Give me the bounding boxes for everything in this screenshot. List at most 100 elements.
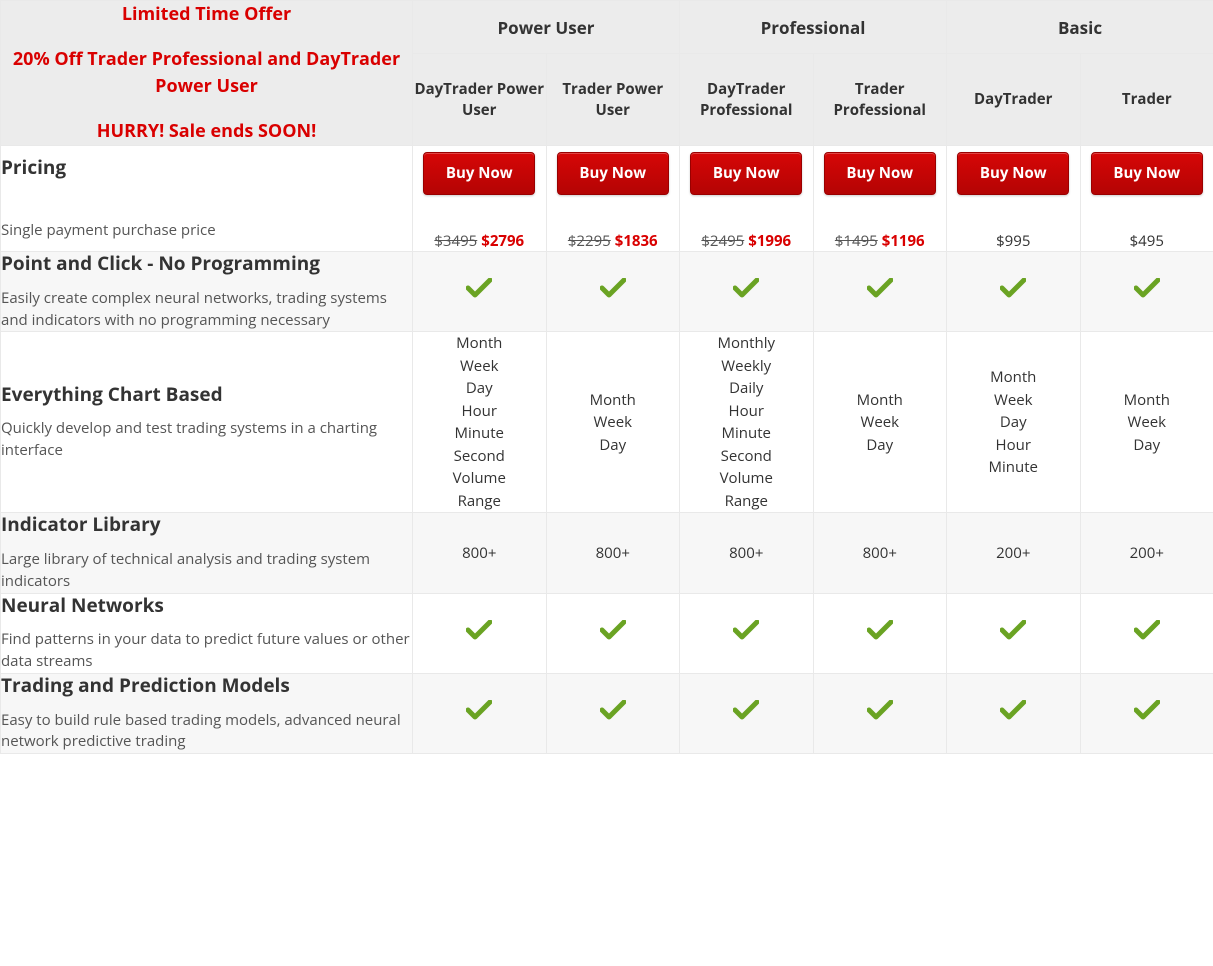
- interval-item: Hour: [947, 434, 1080, 457]
- interval-item: Minute: [413, 422, 546, 445]
- pricing-title: Pricing: [1, 156, 412, 180]
- feature-subtitle: Large library of technical analysis and …: [1, 549, 412, 593]
- feature-subtitle: Quickly develop and test trading systems…: [1, 418, 412, 462]
- feature-title: Trading and Prediction Models: [1, 674, 412, 698]
- feature-value-cell: [1080, 593, 1213, 673]
- feature-value-cell: [813, 593, 947, 673]
- interval-item: Week: [947, 389, 1080, 412]
- feature-value-cell: [813, 252, 947, 332]
- price-cell-daytrader-power-user: Buy Now $3495$2796: [413, 146, 547, 252]
- feature-value-cell: [947, 593, 1081, 673]
- pricing-label-cell: Pricing Single payment purchase price: [1, 146, 413, 252]
- feature-row-point_click: Point and Click - No ProgrammingEasily c…: [1, 252, 1213, 332]
- price-cell-trader-power-user: Buy Now $2295$1836: [546, 146, 680, 252]
- interval-item: Weekly: [680, 355, 813, 378]
- buy-now-button[interactable]: Buy Now: [1091, 152, 1203, 195]
- interval-item: Minute: [680, 422, 813, 445]
- buy-now-button[interactable]: Buy Now: [557, 152, 669, 195]
- feature-subtitle: Easy to build rule based trading models,…: [1, 710, 412, 754]
- interval-item: Week: [413, 355, 546, 378]
- interval-item: Day: [413, 377, 546, 400]
- price: $995: [996, 231, 1030, 251]
- price-new: $2796: [481, 231, 524, 251]
- check-icon: [1000, 700, 1026, 720]
- price-new: $1836: [615, 231, 658, 251]
- feature-value-cell: MonthWeekDayHourMinuteSecondVolumeRange: [413, 332, 547, 513]
- check-icon: [867, 278, 893, 298]
- buy-now-button[interactable]: Buy Now: [423, 152, 535, 195]
- limited-offer-cell: Limited Time Offer 20% Off Trader Profes…: [1, 1, 413, 146]
- check-icon: [466, 620, 492, 640]
- feature-value-cell: [546, 673, 680, 753]
- check-icon: [733, 700, 759, 720]
- feature-row-neural_nets: Neural Networks Find patterns in your dat…: [1, 593, 1213, 673]
- check-icon: [466, 278, 492, 298]
- feature-value-cell: MonthWeekDay: [546, 332, 680, 513]
- feature-value-cell: [947, 252, 1081, 332]
- check-icon: [466, 700, 492, 720]
- feature-value-cell: MonthWeekDay: [813, 332, 947, 513]
- product-daytrader-power-user: DayTrader Power User: [413, 54, 547, 146]
- feature-title: Everything Chart Based: [1, 383, 412, 407]
- price-cell-trader-professional: Buy Now $1495$1196: [813, 146, 947, 252]
- offer-line-3: HURRY! Sale ends SOON!: [1, 118, 412, 145]
- feature-value-cell: [546, 252, 680, 332]
- check-icon: [1134, 278, 1160, 298]
- interval-item: Day: [814, 434, 947, 457]
- feature-value-cell: 800+: [680, 513, 814, 593]
- interval-item: Month: [814, 389, 947, 412]
- feature-value-cell: [546, 593, 680, 673]
- pricing-subtitle: Single payment purchase price: [1, 220, 412, 242]
- interval-item: Daily: [680, 377, 813, 400]
- interval-item: Hour: [680, 400, 813, 423]
- offer-line-2: 20% Off Trader Professional and DayTrade…: [1, 46, 412, 100]
- feature-label-cell: Point and Click - No ProgrammingEasily c…: [1, 252, 413, 332]
- buy-now-button[interactable]: Buy Now: [957, 152, 1069, 195]
- feature-value-cell: [680, 252, 814, 332]
- price-new: $1196: [882, 231, 925, 251]
- pricing-row: Pricing Single payment purchase price Bu…: [1, 146, 1213, 252]
- offer-line-1: Limited Time Offer: [1, 1, 412, 28]
- feature-value-cell: [413, 252, 547, 332]
- interval-item: Week: [814, 411, 947, 434]
- interval-list: MonthWeekDayHourMinuteSecondVolumeRange: [413, 332, 546, 512]
- feature-title: Neural Networks: [1, 594, 412, 618]
- product-trader-professional: Trader Professional: [813, 54, 947, 146]
- feature-value-cell: 200+: [947, 513, 1081, 593]
- interval-item: Month: [1081, 389, 1213, 412]
- feature-subtitle: Easily create complex neural networks, t…: [1, 288, 412, 332]
- product-daytrader: DayTrader: [947, 54, 1081, 146]
- buy-now-button[interactable]: Buy Now: [824, 152, 936, 195]
- interval-item: Day: [547, 434, 680, 457]
- check-icon: [867, 620, 893, 640]
- check-icon: [1134, 700, 1160, 720]
- feature-value-cell: 800+: [813, 513, 947, 593]
- interval-item: Volume: [680, 467, 813, 490]
- interval-item: Range: [680, 490, 813, 513]
- feature-title: Indicator Library: [1, 513, 412, 537]
- feature-value-cell: [1080, 252, 1213, 332]
- feature-value-cell: 800+: [546, 513, 680, 593]
- feature-value-cell: [813, 673, 947, 753]
- feature-subtitle: Find patterns in your data to predict fu…: [1, 629, 412, 673]
- feature-value-cell: MonthWeekDayHourMinute: [947, 332, 1081, 513]
- price: $495: [1130, 231, 1164, 251]
- tier-professional: Professional: [680, 1, 947, 54]
- price-cell-trader: Buy Now $495: [1080, 146, 1213, 252]
- interval-item: Second: [413, 445, 546, 468]
- interval-list: MonthWeekDay: [814, 389, 947, 457]
- tier-basic: Basic: [947, 1, 1213, 54]
- feature-value-cell: [680, 593, 814, 673]
- interval-item: Month: [413, 332, 546, 355]
- interval-item: Day: [1081, 434, 1213, 457]
- price-cell-daytrader-professional: Buy Now $2495$1996: [680, 146, 814, 252]
- feature-label-cell: Everything Chart Based Quickly develop an…: [1, 332, 413, 513]
- check-icon: [600, 278, 626, 298]
- check-icon: [1134, 620, 1160, 640]
- feature-value-cell: [413, 673, 547, 753]
- feature-row-indicator_lib: Indicator Library Large library of techni…: [1, 513, 1213, 593]
- interval-item: Week: [1081, 411, 1213, 434]
- feature-row-trading_models: Trading and Prediction Models Easy to bui…: [1, 673, 1213, 753]
- feature-value-cell: 800+: [413, 513, 547, 593]
- buy-now-button[interactable]: Buy Now: [690, 152, 802, 195]
